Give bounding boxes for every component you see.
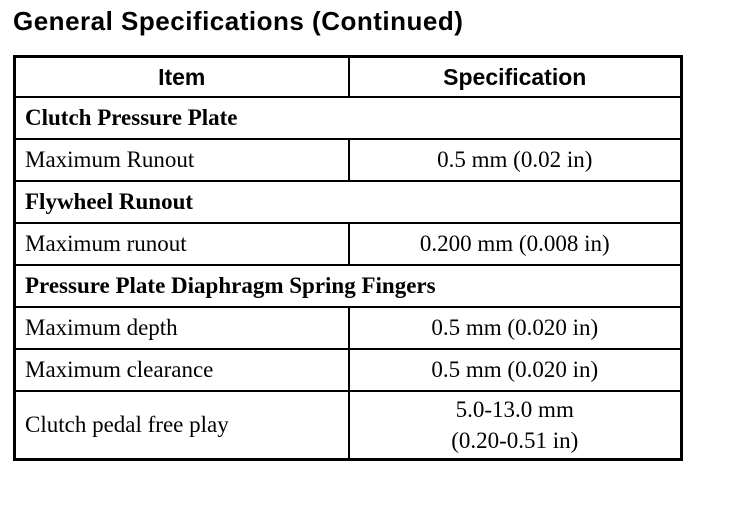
- section-row: Clutch Pressure Plate: [13, 96, 683, 140]
- section-row: Pressure Plate Diaphragm Spring Fingers: [13, 264, 683, 308]
- spec-cell: 5.0-13.0 mm (0.20-0.51 in): [347, 390, 683, 461]
- item-cell: Maximum Runout: [13, 138, 350, 182]
- item-cell: Maximum runout: [13, 222, 350, 266]
- table-row: Maximum depth 0.5 mm (0.020 in): [13, 306, 683, 350]
- spec-cell: 0.5 mm (0.020 in): [347, 306, 683, 350]
- column-header-item: Item: [13, 55, 350, 98]
- table-row: Maximum runout 0.200 mm (0.008 in): [13, 222, 683, 266]
- section-row: Flywheel Runout: [13, 180, 683, 224]
- section-label: Pressure Plate Diaphragm Spring Fingers: [13, 264, 683, 308]
- column-header-specification: Specification: [347, 55, 683, 98]
- item-cell: Maximum depth: [13, 306, 350, 350]
- page-title: General Specifications (Continued): [13, 6, 464, 36]
- specifications-table: Item Specification Clutch Pressure Plate…: [13, 55, 683, 462]
- section-label: Flywheel Runout: [13, 180, 683, 224]
- header-row: Item Specification: [13, 55, 683, 98]
- spec-table-body: Clutch Pressure Plate Maximum Runout 0.5 m…: [13, 96, 683, 461]
- spec-cell: 0.5 mm (0.02 in): [347, 138, 683, 182]
- table-row: Maximum Runout 0.5 mm (0.02 in): [13, 138, 683, 182]
- spec-cell: 0.200 mm (0.008 in): [347, 222, 683, 266]
- item-cell: Maximum clearance: [13, 348, 350, 392]
- spec-cell: 0.5 mm (0.020 in): [347, 348, 683, 392]
- table-row: Maximum clearance 0.5 mm (0.020 in): [13, 348, 683, 392]
- item-cell: Clutch pedal free play: [13, 390, 350, 461]
- section-label: Clutch Pressure Plate: [13, 96, 683, 140]
- table-row: Clutch pedal free play 5.0-13.0 mm (0.20-0…: [13, 390, 683, 461]
